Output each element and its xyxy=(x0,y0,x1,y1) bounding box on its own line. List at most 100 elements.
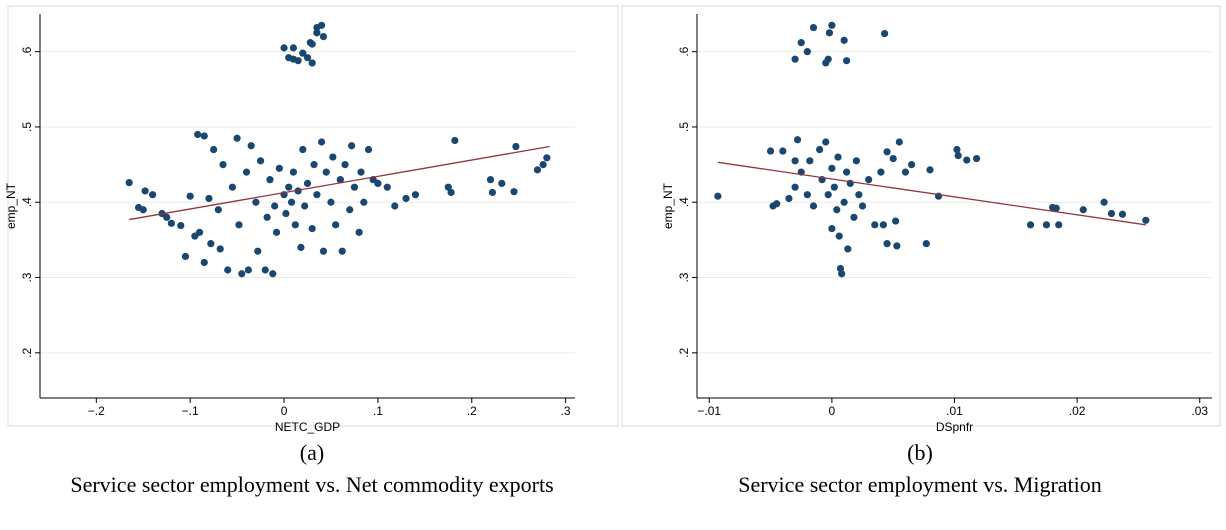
point xyxy=(889,154,897,163)
point xyxy=(824,191,832,199)
point xyxy=(329,153,337,161)
point xyxy=(319,32,328,41)
point xyxy=(893,242,901,250)
point xyxy=(855,191,863,199)
point xyxy=(327,198,335,206)
point xyxy=(224,266,232,274)
point xyxy=(1142,216,1150,224)
point xyxy=(228,183,237,191)
point xyxy=(177,221,185,230)
point xyxy=(332,221,340,229)
y-tick-label: .4 xyxy=(20,197,34,207)
point xyxy=(299,49,307,57)
point xyxy=(149,191,157,199)
point xyxy=(797,39,805,47)
point xyxy=(374,179,382,188)
point xyxy=(809,202,818,210)
point xyxy=(512,142,520,151)
point xyxy=(895,138,903,146)
point xyxy=(411,191,420,199)
point xyxy=(842,168,851,176)
point xyxy=(963,156,971,164)
y-tick-label: .5 xyxy=(20,122,34,132)
fit-line xyxy=(717,161,1146,226)
point xyxy=(341,160,349,169)
point xyxy=(852,157,861,165)
point xyxy=(350,183,359,191)
point xyxy=(451,136,459,145)
point xyxy=(280,44,288,52)
point xyxy=(139,206,147,214)
point xyxy=(883,148,891,156)
point xyxy=(254,247,262,255)
point xyxy=(773,200,781,208)
point xyxy=(163,213,171,221)
point xyxy=(355,228,363,236)
point xyxy=(252,198,260,206)
point xyxy=(793,136,802,144)
x-tick-label: .1 xyxy=(373,404,383,418)
point xyxy=(322,168,330,176)
x-tick-label: .3 xyxy=(561,404,571,418)
point xyxy=(287,198,296,206)
point xyxy=(543,154,551,162)
point xyxy=(926,166,934,174)
point xyxy=(336,176,344,184)
point xyxy=(207,240,215,248)
point xyxy=(865,176,873,184)
x-tick-label: .02 xyxy=(1069,404,1086,418)
point xyxy=(879,221,887,229)
subfigure-caption: Service sector employment vs. Migration xyxy=(738,472,1102,497)
point xyxy=(200,258,208,267)
point xyxy=(444,183,452,191)
point xyxy=(310,160,318,169)
x-tick-label: .2 xyxy=(467,404,477,418)
point xyxy=(850,213,858,221)
point xyxy=(200,132,208,140)
point xyxy=(194,130,202,139)
point xyxy=(835,232,843,240)
point xyxy=(294,187,302,195)
graph-frame xyxy=(7,5,619,427)
point xyxy=(360,198,368,206)
point xyxy=(272,228,281,236)
subfigure-label: (a) xyxy=(299,440,325,465)
point xyxy=(840,198,848,206)
point xyxy=(214,206,222,214)
point xyxy=(297,243,305,252)
point xyxy=(261,266,269,274)
point xyxy=(791,183,799,191)
point xyxy=(791,157,799,165)
point xyxy=(825,29,834,37)
y-axis-label: emp_NT xyxy=(4,182,18,229)
fit-line xyxy=(129,145,550,221)
point xyxy=(838,270,846,278)
point xyxy=(877,168,885,176)
point xyxy=(1107,209,1116,218)
point xyxy=(842,57,851,65)
point xyxy=(301,202,309,210)
y-tick-label: .2 xyxy=(20,347,34,357)
point xyxy=(303,54,312,62)
point xyxy=(313,191,321,199)
point xyxy=(901,168,910,176)
point xyxy=(308,224,316,233)
point xyxy=(383,183,391,191)
point xyxy=(858,202,867,210)
point xyxy=(216,245,224,253)
point xyxy=(447,188,455,197)
point xyxy=(1026,221,1035,229)
point xyxy=(953,145,961,154)
subfigure-label: (b) xyxy=(907,440,933,465)
y-tick-label: .6 xyxy=(20,46,34,56)
point xyxy=(308,59,316,67)
point xyxy=(125,179,133,187)
point xyxy=(828,224,836,233)
point xyxy=(824,55,832,63)
point xyxy=(357,168,365,176)
point xyxy=(828,21,836,29)
point xyxy=(1055,221,1063,229)
point xyxy=(828,164,836,172)
